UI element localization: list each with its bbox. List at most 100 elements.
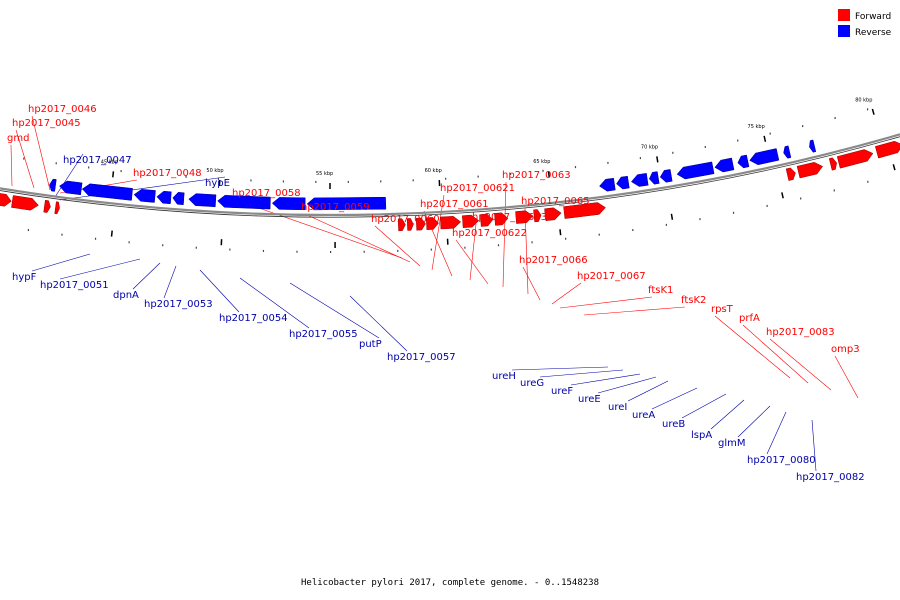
forward-gene-arrow [494,212,509,226]
reverse-gene-label: ureE [578,394,601,405]
reverse-gene-label: ureH [492,371,516,382]
minor-tick [330,251,332,253]
forward-leader-line [455,239,489,285]
forward-gene-label: hp2017_00621 [440,183,515,194]
minor-tick [509,172,512,175]
genome-backbone [0,133,900,218]
minor-ticks [23,108,869,253]
forward-gene-arrow [440,216,462,230]
forward-gene-arrow [836,149,874,169]
reverse-gene-arrow [809,139,817,153]
forward-leader-line [742,324,809,384]
tick-label: 65 kbp [533,159,550,165]
forward-gene-arrow [43,199,51,213]
forward-gene-arrow [54,201,60,215]
tick-label: 60 kbp [425,168,442,174]
reverse-gene-label: putP [359,339,382,350]
minor-tick [802,125,804,128]
reverse-gene-label: dpnA [113,290,139,301]
reverse-gene-label: hp2017_0051 [40,280,109,291]
forward-gene-label: hp2017_0058 [232,188,301,199]
minor-tick [229,248,231,251]
minor-tick [195,246,197,249]
forward-gene-label: omp3 [831,344,860,355]
minor-tick [27,229,29,232]
minor-tick [607,161,609,164]
minor-tick [477,175,479,178]
major-tick [547,171,550,178]
forward-gene-label: rpsT [711,304,734,315]
gene-labels: gmdhp2017_0045hp2017_0046hp2017_0048hp20… [7,104,865,483]
reverse-gene-arrow [676,161,715,180]
minor-tick [55,162,57,165]
forward-leader-line [834,355,859,399]
reverse-gene-arrow [631,173,649,187]
reverse-leader-line [710,399,745,430]
legend-forward-swatch [838,9,850,21]
reverse-gene-arrow [659,169,673,183]
forward-leader-line [31,115,51,191]
major-tick [871,108,875,115]
forward-gene-label: hp2017_0063 [502,170,571,181]
minor-tick [88,166,90,169]
forward-leader-line [374,225,421,267]
forward-leader-line [15,129,35,189]
gene-arrows [0,139,900,232]
forward-leader-line [769,338,832,391]
reverse-leader-line [766,411,787,455]
minor-tick [347,180,349,183]
forward-gene-arrow [544,207,562,221]
forward-leader-line [559,296,653,309]
forward-gene-label: hp2017_0083 [766,327,835,338]
forward-leader-line [714,315,791,379]
reverse-gene-arrow [172,192,185,205]
reverse-leader-line [737,405,771,438]
reverse-gene-arrow [599,177,616,192]
reverse-gene-arrow [59,180,83,196]
reverse-gene-arrow [49,178,57,192]
reverse-gene-arrow [749,148,780,166]
minor-tick [866,108,869,111]
reverse-gene-arrow [81,183,133,201]
tick-label: 50 kbp [206,168,223,174]
forward-gene-arrow [515,210,534,224]
forward-gene-arrow [462,214,480,228]
minor-tick [397,249,399,252]
forward-gene-label: gmd [7,133,29,144]
forward-leader-line [431,194,445,271]
minor-tick [262,249,265,252]
reverse-gene-arrow [783,145,792,159]
reverse-leader-line [681,393,727,419]
reverse-gene-label: hypF [12,272,37,283]
forward-leader-line [235,199,403,259]
reverse-gene-label: hp2017_0053 [144,299,213,310]
minor-tick [598,233,600,236]
minor-tick [665,223,667,226]
reverse-gene-label: lspA [691,430,712,441]
reverse-leader-line [54,153,84,198]
forward-leader-line [304,213,411,263]
reverse-gene-label: ureI [608,402,627,413]
minor-tick [632,229,634,232]
reverse-gene-arrow [271,197,306,211]
forward-gene-label: hp2017_0066 [519,255,588,266]
reverse-gene-label: ureG [520,378,544,389]
forward-gene-arrow [785,167,796,181]
forward-gene-arrow [0,193,12,207]
forward-gene-label: hp2017_0048 [133,168,202,179]
minor-tick [185,175,187,178]
minor-tick [152,173,155,176]
reverse-leader-line [511,366,609,371]
major-tick [892,164,896,171]
minor-tick [430,248,432,251]
minor-tick [464,246,466,249]
minor-tick [497,244,500,247]
legend-reverse-label: Reverse [855,28,892,38]
forward-gene-arrow [563,202,606,219]
minor-tick [699,218,701,221]
forward-gene-label: hp2017_0067 [577,271,646,282]
forward-gene-label: ftsK1 [648,285,673,296]
minor-tick [531,241,533,244]
reverse-gene-arrow [156,190,172,205]
